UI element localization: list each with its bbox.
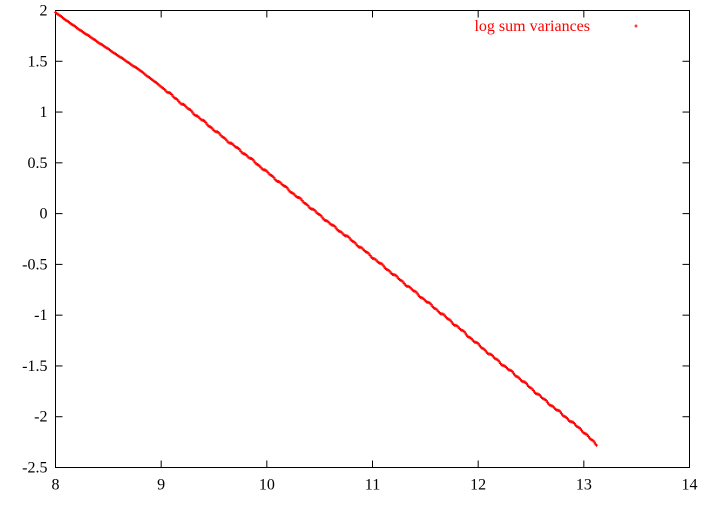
data-point <box>381 263 385 267</box>
data-point <box>477 343 481 347</box>
data-point <box>429 303 433 307</box>
legend-marker-plus <box>634 24 638 28</box>
data-point <box>524 381 528 385</box>
y-tick-label: 0 <box>40 206 48 223</box>
data-point <box>300 198 304 203</box>
tick-labels: 8 9 10 11 12 13 14 2 1.5 1 0.5 0 -0.5 -1 -1.5 -2 -2.5 <box>22 3 697 494</box>
y-tick-label: 1.5 <box>28 53 48 70</box>
legend-marker <box>634 24 638 28</box>
y-tick-label: -0.5 <box>22 256 47 273</box>
data-point <box>594 443 599 447</box>
y-tick-label: -1.5 <box>22 358 47 375</box>
x-tick-label: 9 <box>157 477 165 494</box>
legend: log sum variances <box>474 18 638 35</box>
series-points <box>53 10 599 447</box>
data-point <box>592 440 596 444</box>
x-tick-label: 10 <box>259 477 275 494</box>
data-point <box>204 120 208 125</box>
data-point <box>579 428 584 432</box>
data-point <box>252 159 256 163</box>
data-point <box>449 319 453 323</box>
data-point <box>333 224 337 229</box>
data-point <box>463 331 467 335</box>
y-tick-label: -2.5 <box>22 460 47 477</box>
y-tick-label: -2 <box>34 409 47 426</box>
x-tick-label: 14 <box>682 477 698 494</box>
x-tick-label: 8 <box>52 477 60 494</box>
ticks <box>55 10 690 468</box>
data-point <box>531 388 535 393</box>
data-point <box>354 242 358 246</box>
data-point <box>320 215 324 219</box>
data-point <box>558 410 562 414</box>
data-point <box>545 400 550 404</box>
data-point <box>415 291 419 295</box>
data-point <box>190 109 194 113</box>
y-tick-label: -1 <box>34 307 47 324</box>
x-tick-label: 12 <box>470 477 486 494</box>
x-tick-label: 13 <box>576 477 592 494</box>
data-point <box>511 371 515 375</box>
data-point <box>238 148 242 152</box>
data-point <box>497 360 501 364</box>
data-point <box>368 253 372 258</box>
data-point <box>286 187 290 191</box>
data-point <box>334 226 338 230</box>
data-point <box>170 92 174 97</box>
data-point <box>401 280 405 284</box>
x-tick-label: 11 <box>365 477 380 494</box>
data-point <box>510 369 514 374</box>
data-point <box>272 176 276 180</box>
y-tick-label: 0.5 <box>28 155 48 172</box>
y-tick-label: 1 <box>40 104 48 121</box>
y-tick-label: 2 <box>40 3 48 20</box>
data-point <box>544 398 548 403</box>
data-point <box>191 111 195 115</box>
data-point <box>367 252 371 256</box>
legend-label: log sum variances <box>474 18 590 35</box>
